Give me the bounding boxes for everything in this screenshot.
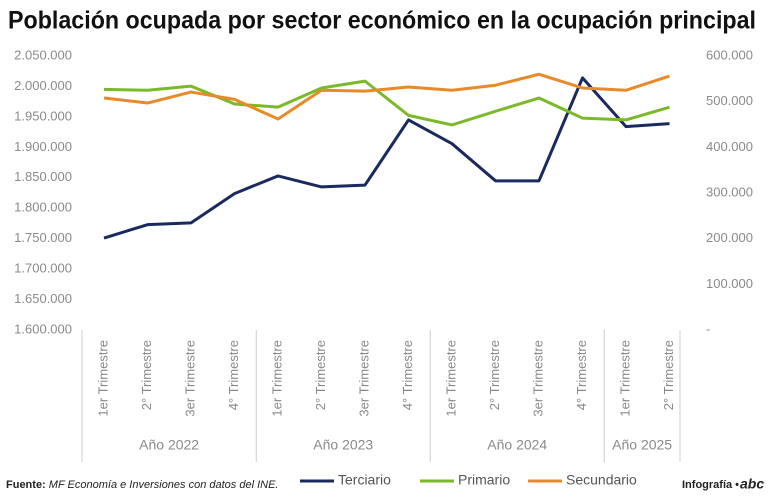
x-tick-label: 1er Trimestre [269,340,284,417]
x-tick-label: 4° Trimestre [574,340,589,410]
x-tick-label: 2° Trimestre [661,340,676,410]
x-tick-label: 1er Trimestre [443,340,458,417]
y-tick-label: 1.900.000 [14,139,72,154]
y-tick-label: 1.600.000 [14,321,72,336]
series-line [103,76,670,240]
logo: abc [740,476,764,492]
source: Fuente: MF Economía e Inversiones con da… [6,479,279,491]
chart-title: Población ocupada por sector económico e… [8,7,756,35]
source-text: MF Economía e Inversiones con datos del … [49,479,279,491]
series-line [103,72,670,121]
x-tick-label: 2° Trimestre [139,340,154,410]
y-tick-label: 1.950.000 [14,108,72,123]
group-label: Año 2023 [313,437,373,453]
x-tick-label: 1er Trimestre [617,340,632,417]
legend-label: Secundario [566,472,637,488]
x-tick-label: 4° Trimestre [400,340,415,410]
y2-tick-label: 400.000 [706,139,753,154]
y-tick-label: 1.750.000 [14,230,72,245]
series-line [103,79,670,127]
x-tick-label: 4° Trimestre [226,340,241,410]
group-label: Año 2022 [139,437,199,453]
y-tick-label: 2.050.000 [14,47,72,62]
y-tick-label: 1.800.000 [14,200,72,215]
source-label: Fuente: [6,479,46,491]
y2-tick-label: 500.000 [706,93,753,108]
credit: Infografía • [682,479,739,491]
y-tick-label: 1.700.000 [14,261,72,276]
x-tick-label: 1er Trimestre [95,340,110,417]
group-label: Año 2024 [487,437,547,453]
legend-label: Terciario [338,472,391,488]
x-tick-label: 3er Trimestre [530,340,545,417]
x-tick-label: 3er Trimestre [356,340,371,417]
y-tick-label: 1.650.000 [14,291,72,306]
y2-tick-label: 200.000 [706,230,753,245]
y2-tick-label: 600.000 [706,47,753,62]
y2-tick-label: - [706,321,710,336]
x-tick-label: 2° Trimestre [487,340,502,410]
y-tick-label: 2.000.000 [14,78,72,93]
group-label: Año 2025 [612,437,672,453]
x-tick-label: 3er Trimestre [182,340,197,417]
y2-tick-label: 100.000 [706,276,753,291]
x-tick-label: 2° Trimestre [313,340,328,410]
y2-tick-label: 300.000 [706,184,753,199]
legend-label: Primario [458,472,510,488]
y-tick-label: 1.850.000 [14,169,72,184]
